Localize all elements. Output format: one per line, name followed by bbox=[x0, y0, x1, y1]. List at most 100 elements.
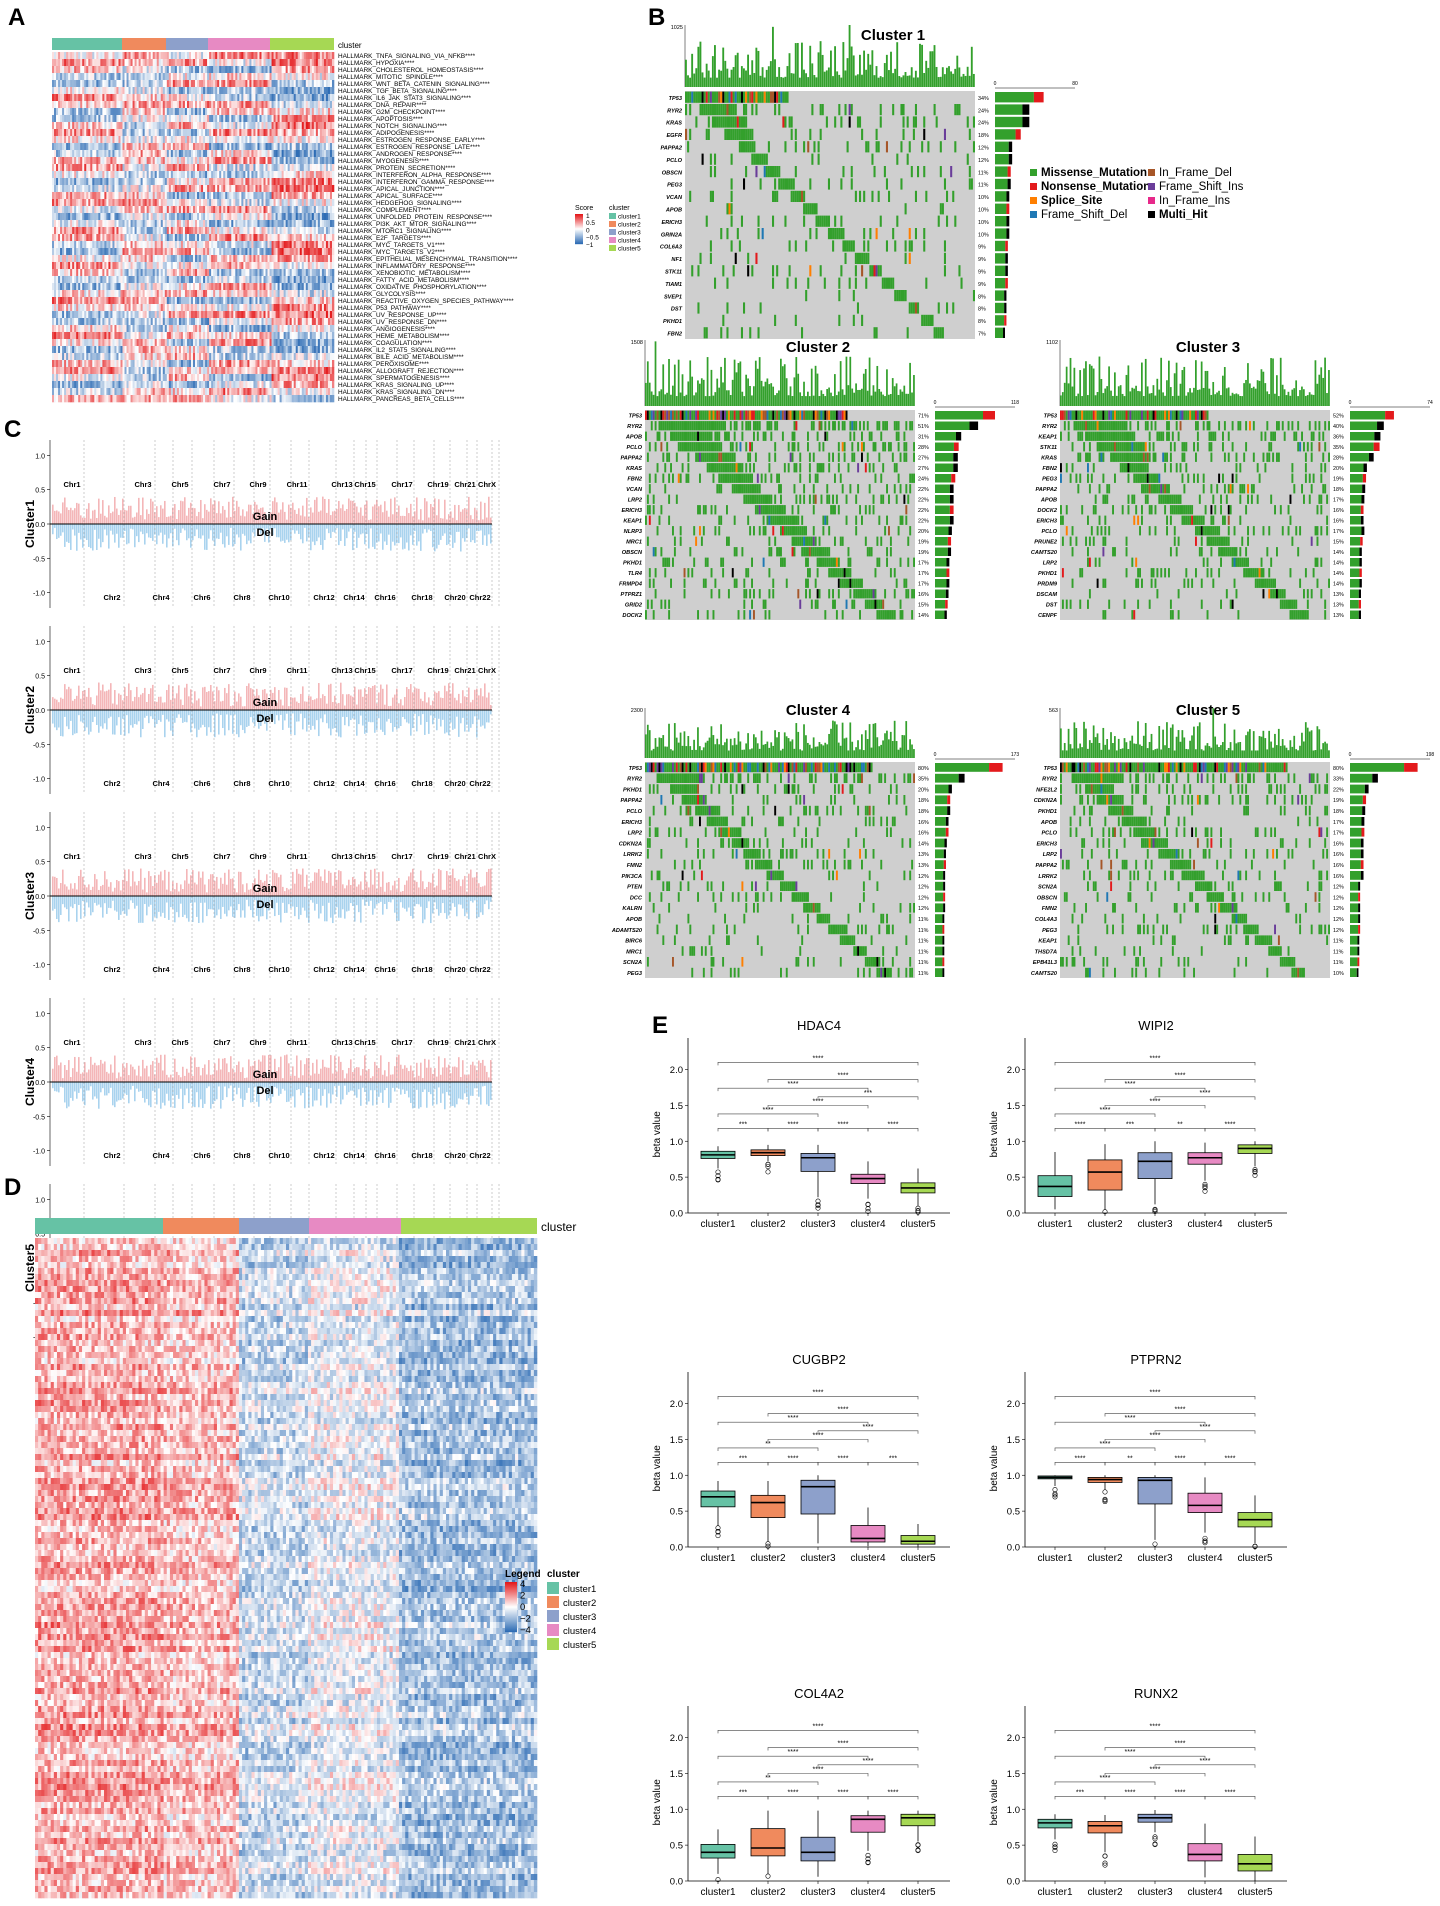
heat-cell bbox=[120, 206, 123, 214]
heat-cell bbox=[94, 276, 97, 284]
heat-cell bbox=[199, 262, 202, 270]
heat-cell bbox=[186, 269, 190, 277]
heat-cell bbox=[329, 150, 333, 158]
heat-cell bbox=[160, 220, 164, 228]
heat-cell bbox=[188, 150, 192, 158]
heat-cell bbox=[233, 248, 236, 256]
heat-cell bbox=[126, 283, 129, 291]
heat-cell bbox=[136, 150, 139, 158]
heat-cell bbox=[154, 101, 158, 109]
cluster-bar-segment bbox=[208, 38, 270, 50]
heat-cell bbox=[267, 220, 270, 228]
heat-cell bbox=[74, 115, 77, 123]
heat-cell bbox=[225, 129, 228, 137]
heat-cell bbox=[156, 87, 160, 95]
heat-cell bbox=[122, 241, 125, 249]
heat-cell bbox=[148, 115, 151, 123]
heat-cell bbox=[279, 178, 282, 186]
heat-cell bbox=[253, 87, 256, 95]
heat-cell bbox=[180, 241, 184, 249]
heat-cell bbox=[52, 66, 55, 74]
heat-cell bbox=[223, 122, 226, 130]
heat-cell bbox=[150, 227, 154, 235]
heat-cell bbox=[205, 241, 208, 249]
heat-cell bbox=[188, 73, 192, 81]
heat-cell bbox=[225, 157, 228, 165]
heat-cell bbox=[60, 178, 63, 186]
heat-cell bbox=[170, 52, 174, 60]
heat-cell bbox=[180, 108, 184, 116]
heat-cell bbox=[180, 255, 184, 263]
heat-cell bbox=[56, 108, 59, 116]
heat-cell bbox=[223, 255, 226, 263]
heat-cell bbox=[60, 122, 63, 130]
heat-cell bbox=[303, 66, 307, 74]
heat-cell bbox=[114, 192, 117, 200]
heat-cell bbox=[166, 129, 170, 137]
heat-cell bbox=[209, 129, 212, 137]
heat-cell bbox=[120, 122, 123, 130]
heat-cell bbox=[158, 290, 162, 298]
heat-cell bbox=[138, 255, 141, 263]
heat-cell bbox=[88, 80, 91, 88]
heat-cell bbox=[313, 248, 317, 256]
heat-cell bbox=[195, 66, 198, 74]
heat-cell bbox=[217, 164, 220, 172]
heat-cell bbox=[170, 185, 174, 193]
heat-cell bbox=[243, 59, 246, 67]
heat-cell bbox=[279, 129, 282, 137]
heat-cell bbox=[166, 87, 170, 95]
heat-cell bbox=[80, 115, 83, 123]
heat-cell bbox=[243, 283, 246, 291]
heat-cell bbox=[235, 52, 238, 60]
heat-cell bbox=[156, 206, 160, 214]
heat-cell bbox=[144, 290, 147, 298]
heat-cell bbox=[279, 276, 282, 284]
heat-cell bbox=[301, 52, 305, 60]
heat-cell bbox=[120, 255, 123, 263]
heat-cell bbox=[301, 213, 305, 221]
heat-cell bbox=[150, 178, 154, 186]
heat-cell bbox=[233, 269, 236, 277]
heat-cell bbox=[98, 157, 101, 165]
heat-cell bbox=[261, 199, 264, 207]
heat-cell bbox=[197, 122, 200, 130]
heat-cell bbox=[213, 129, 216, 137]
heat-cell bbox=[269, 171, 272, 179]
heat-cell bbox=[291, 143, 295, 151]
heat-cell bbox=[323, 143, 327, 151]
heat-cell bbox=[193, 164, 196, 172]
heat-cell bbox=[271, 234, 274, 242]
heat-cell bbox=[158, 178, 162, 186]
heat-cell bbox=[257, 59, 260, 67]
heat-cell bbox=[317, 276, 321, 284]
heat-cell bbox=[122, 192, 125, 200]
heat-cell bbox=[215, 234, 218, 242]
heat-cell bbox=[140, 297, 143, 305]
heat-cell bbox=[180, 227, 184, 235]
heat-cell bbox=[193, 94, 196, 102]
heat-cell bbox=[235, 94, 238, 102]
heat-cell bbox=[287, 171, 290, 179]
heat-cell bbox=[52, 108, 55, 116]
heat-cell bbox=[319, 150, 323, 158]
heat-cell bbox=[243, 255, 246, 263]
heat-cell bbox=[124, 66, 127, 74]
heat-cell bbox=[257, 269, 260, 277]
heat-cell bbox=[174, 227, 178, 235]
heat-cell bbox=[58, 59, 61, 67]
heat-cell bbox=[229, 241, 232, 249]
heat-cell bbox=[265, 87, 268, 95]
heat-cell bbox=[235, 122, 238, 130]
heat-cell bbox=[120, 73, 123, 81]
heat-cell bbox=[317, 269, 321, 277]
heat-cell bbox=[174, 66, 178, 74]
heat-cell bbox=[193, 52, 196, 60]
heat-cell bbox=[160, 227, 164, 235]
heat-cell bbox=[84, 101, 87, 109]
heat-cell bbox=[190, 269, 194, 277]
heat-cell bbox=[201, 115, 204, 123]
heat-cell bbox=[283, 52, 286, 60]
heat-cell bbox=[114, 276, 117, 284]
heat-cell bbox=[124, 171, 127, 179]
